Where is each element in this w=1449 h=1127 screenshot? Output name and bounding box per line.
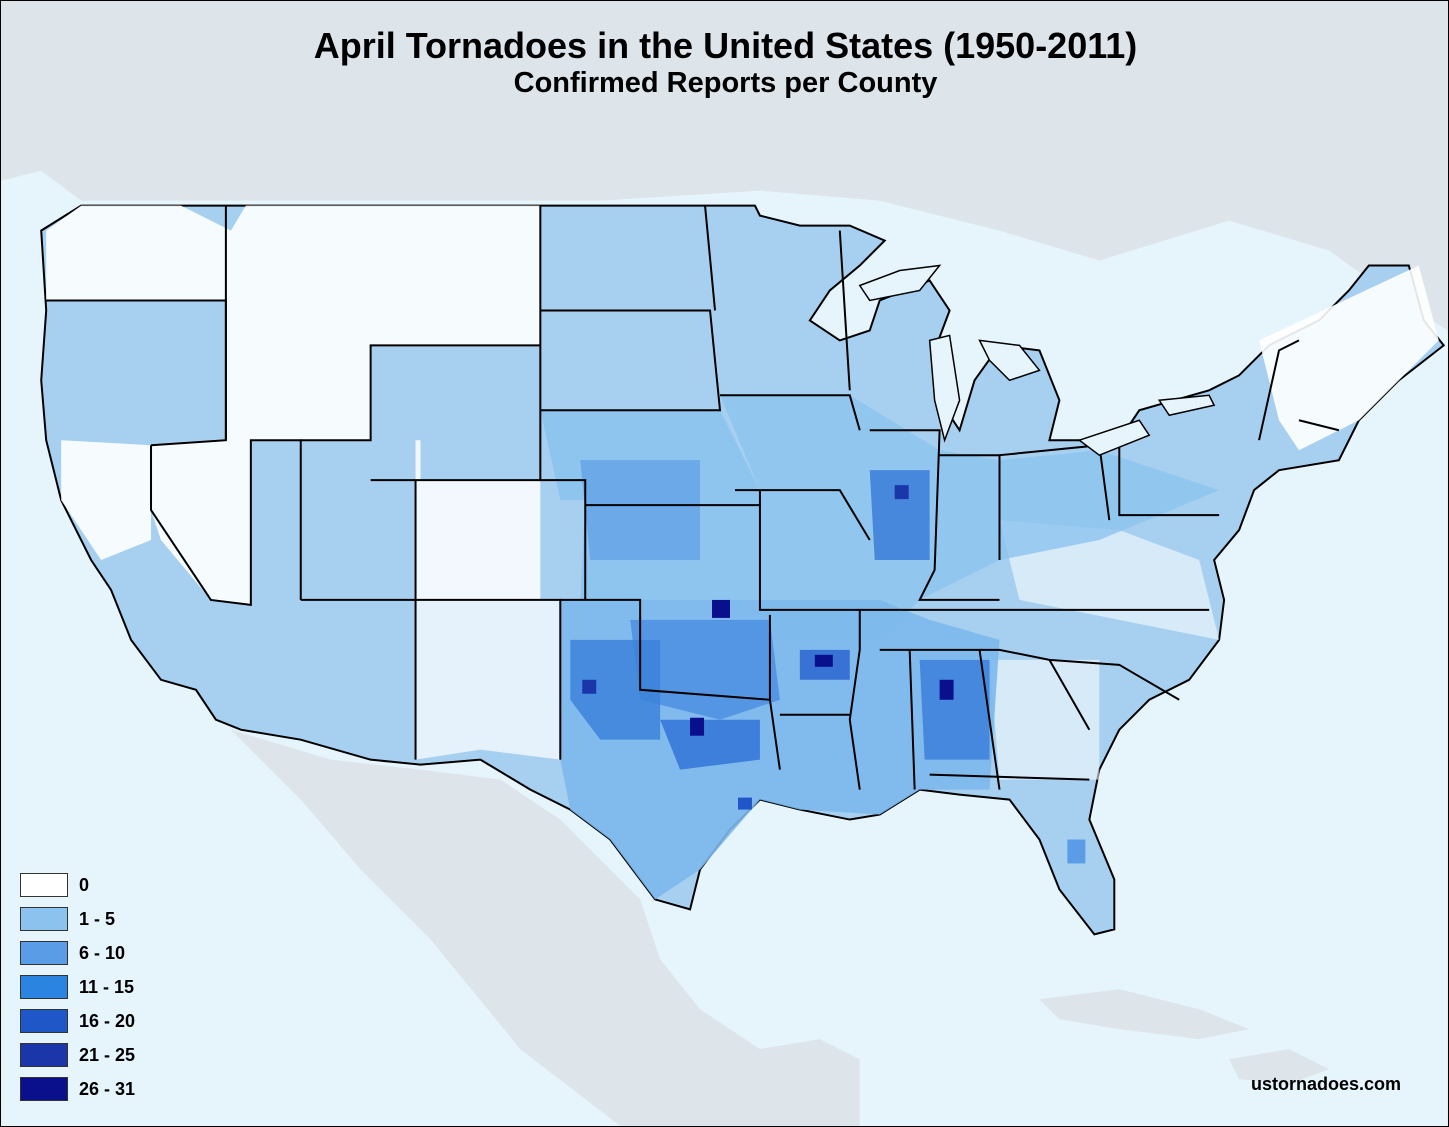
region-midwest: [720, 395, 1220, 640]
great-lakes: [858, 264, 1216, 457]
county-high-1: [894, 485, 909, 500]
legend-swatch: [20, 907, 68, 931]
legend-item: 0: [20, 868, 135, 902]
legend-item: 6 - 10: [20, 936, 135, 970]
county-max-1: [712, 599, 730, 618]
legend-swatch: [20, 873, 68, 897]
legend-item: 16 - 20: [20, 1004, 135, 1038]
county-high-3: [737, 797, 752, 810]
legend-item: 21 - 25: [20, 1038, 135, 1072]
legend-swatch: [20, 1043, 68, 1067]
hispaniola-land: [1229, 1049, 1329, 1085]
legend-item: 11 - 15: [20, 970, 135, 1004]
legend-swatch: [20, 941, 68, 965]
hotspot-texas-panhandle: [570, 639, 661, 740]
hotspot-illinois: [869, 470, 930, 561]
map-title: April Tornadoes in the United States (19…: [313, 25, 1138, 66]
legend-label: 21 - 25: [79, 1044, 136, 1065]
legend-label: 16 - 20: [79, 1010, 136, 1031]
hotspot-north-texas: [660, 719, 760, 770]
legend-swatch: [20, 975, 68, 999]
legend-label: 0: [79, 874, 90, 895]
cuba-land: [1039, 989, 1250, 1040]
region-georgia: [989, 659, 1100, 780]
county-max-4: [814, 654, 833, 667]
legend-label: 6 - 10: [79, 942, 126, 963]
legend-item: 26 - 31: [20, 1072, 135, 1106]
county-max-3: [939, 679, 954, 700]
mexico-land: [230, 729, 860, 1126]
legend-label: 26 - 31: [79, 1078, 136, 1099]
county-max-2: [690, 717, 705, 736]
region-ncal: [61, 440, 152, 561]
map-subtitle: Confirmed Reports per County: [513, 67, 938, 99]
region-west: [46, 205, 541, 605]
county-florida: [1067, 839, 1086, 864]
legend-swatch: [20, 1009, 68, 1033]
state-borders: [46, 205, 1340, 790]
legend: 0 1 - 5 6 - 10 11 - 15 16 - 20 21 - 25 26 - 31: [20, 868, 135, 1106]
legend-swatch: [20, 1077, 68, 1101]
hotspot-kansas: [580, 460, 701, 561]
legend-label: 1 - 5: [79, 908, 116, 929]
hotspot-oklahoma: [630, 619, 780, 720]
region-nm: [415, 599, 561, 760]
canada-land: [1, 1, 1448, 331]
legend-label: 11 - 15: [79, 976, 135, 997]
legend-item: 1 - 5: [20, 902, 135, 936]
region-newengland: [1259, 265, 1439, 451]
source-credit: ustornadoes.com: [1250, 1074, 1401, 1094]
hotspot-alabama: [919, 659, 990, 760]
county-high-2: [582, 679, 597, 694]
